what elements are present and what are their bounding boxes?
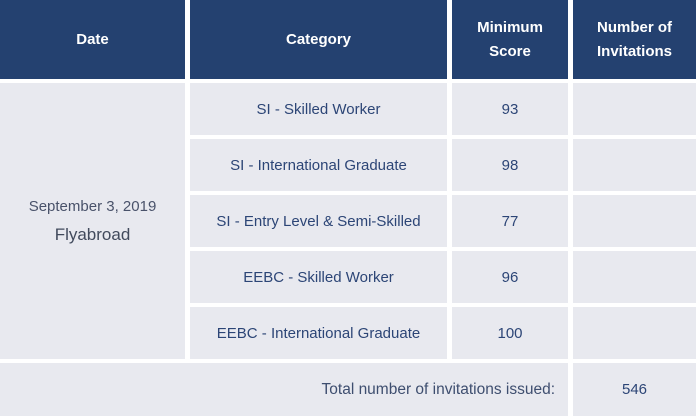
category-cell: SI - International Graduate <box>190 139 447 191</box>
header-number-of-invitations: Number of Invitations <box>573 0 696 79</box>
category-cell: EEBC - Skilled Worker <box>190 251 447 303</box>
category-cell: SI - Skilled Worker <box>190 83 447 135</box>
minimum-score-cell: 96 <box>452 251 568 303</box>
header-date: Date <box>0 0 185 79</box>
date-cell: September 3, 2019 Flyabroad <box>0 83 185 359</box>
invitations-cell <box>573 83 696 135</box>
invitations-cell <box>573 195 696 247</box>
invitations-cell <box>573 139 696 191</box>
total-invitations-label: Total number of invitations issued: <box>0 363 568 416</box>
minimum-score-cell: 100 <box>452 307 568 359</box>
header-category: Category <box>190 0 447 79</box>
total-invitations-value: 546 <box>573 363 696 416</box>
minimum-score-cell: 98 <box>452 139 568 191</box>
minimum-score-cell: 77 <box>452 195 568 247</box>
invitations-cell <box>573 307 696 359</box>
invitations-cell <box>573 251 696 303</box>
brand-watermark-text: Flyabroad <box>54 224 131 244</box>
category-cell: SI - Entry Level & Semi-Skilled <box>190 195 447 247</box>
header-minimum-score: Minimum Score <box>452 0 568 79</box>
category-cell: EEBC - International Graduate <box>190 307 447 359</box>
minimum-score-cell: 93 <box>452 83 568 135</box>
date-text: September 3, 2019 <box>28 197 157 215</box>
